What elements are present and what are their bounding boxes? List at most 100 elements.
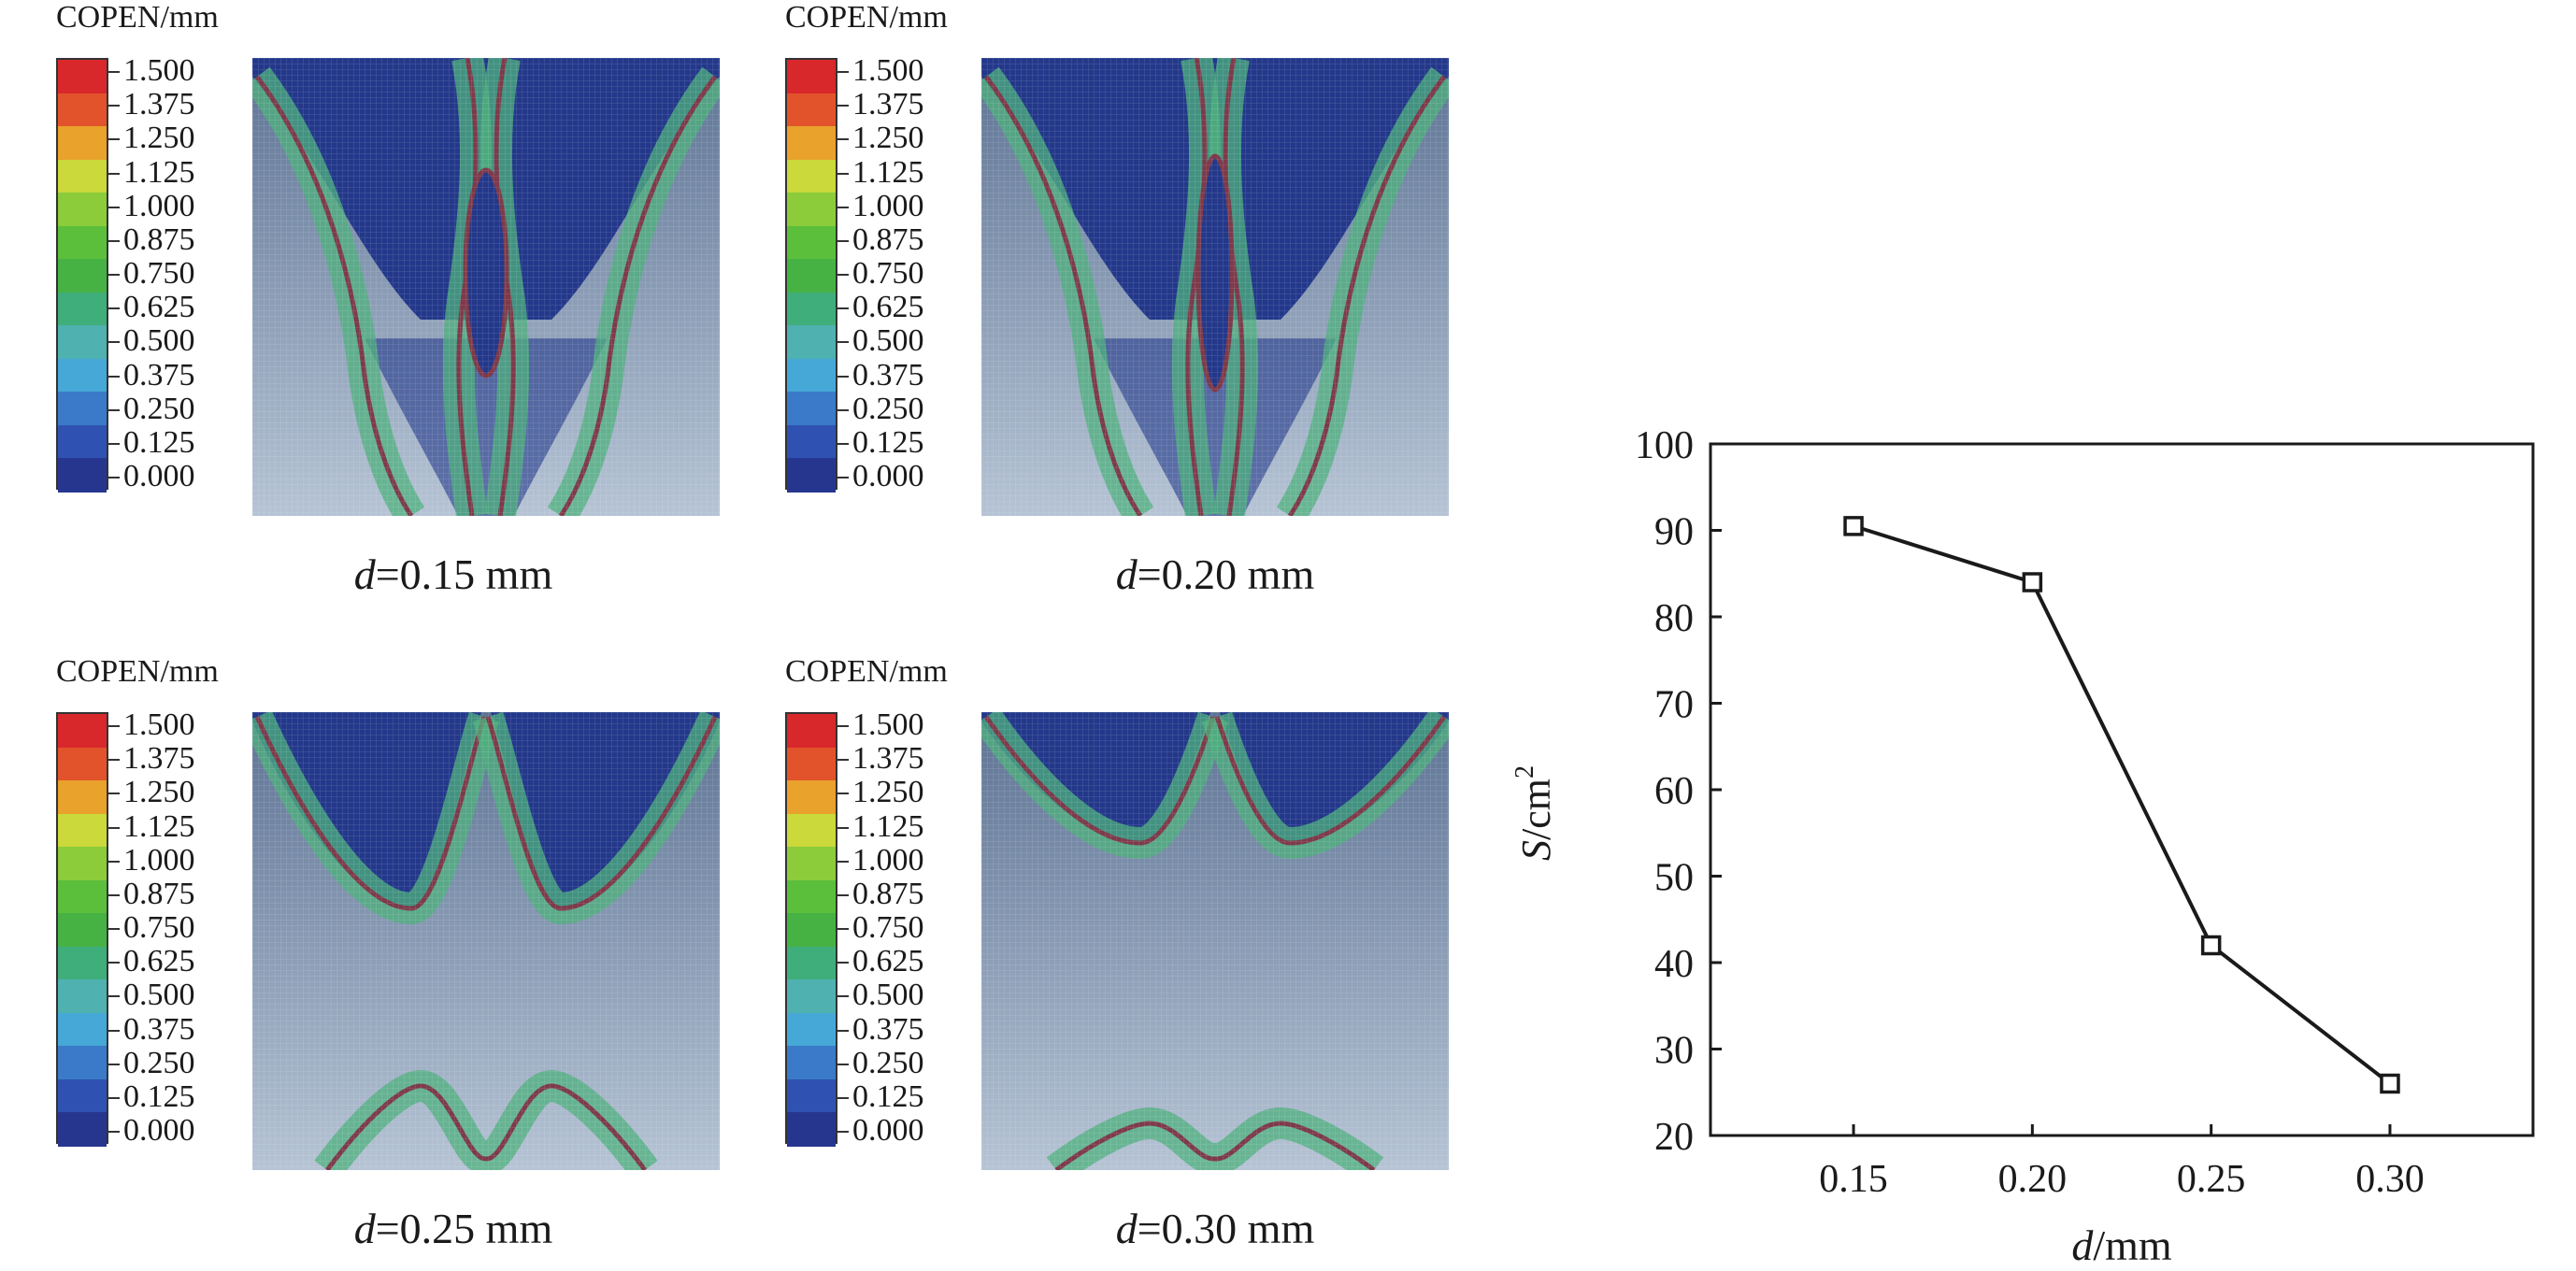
legend-tick	[837, 71, 849, 73]
legend-tick-label: 1.250	[852, 775, 924, 810]
legend-tick	[108, 138, 120, 141]
legend-tick	[108, 1063, 120, 1065]
legend-tick-label: 0.625	[123, 290, 195, 325]
legend-swatch	[58, 780, 107, 815]
legend-tick	[837, 1096, 849, 1099]
legend-tick	[108, 793, 120, 795]
legend-swatch	[58, 1012, 107, 1048]
legend-tick-label: 1.125	[123, 808, 195, 844]
legend-tick	[108, 71, 120, 73]
legend-tick	[108, 274, 120, 276]
y-tick-label: 90	[1654, 511, 1694, 554]
legend-tick-label: 0.750	[852, 910, 924, 945]
legend-swatch	[58, 714, 107, 749]
legend-swatch	[787, 879, 836, 915]
legend-tick-label: 1.500	[852, 707, 924, 742]
legend-swatch	[787, 458, 836, 493]
y-tick-label: 80	[1654, 597, 1694, 640]
legend-tick	[837, 442, 849, 445]
legend-tick	[108, 105, 120, 107]
mesh-grid	[252, 58, 720, 516]
legend-swatch	[787, 225, 836, 261]
legend-tick-label: 0.750	[123, 256, 195, 291]
legend-tick	[108, 239, 120, 242]
legend-tick	[108, 172, 120, 175]
legend-swatch	[58, 847, 107, 881]
y-tick-label: 30	[1654, 1030, 1694, 1073]
y-tick-label: 100	[1635, 424, 1694, 467]
x-tick-label: 0.25	[2177, 1158, 2246, 1201]
legend-tick-label: 0.000	[852, 1113, 924, 1148]
legend-tick	[108, 860, 120, 863]
legend-tick	[837, 138, 849, 141]
legend-tick	[108, 206, 120, 208]
mesh-grid	[981, 58, 1449, 516]
x-tick-label: 0.15	[1819, 1158, 1888, 1201]
y-tick-label: 20	[1654, 1116, 1694, 1159]
legend-tick-label: 0.125	[852, 424, 924, 460]
legend-tick-label: 0.750	[852, 256, 924, 291]
legend-swatch	[787, 714, 836, 749]
legend-tick	[837, 793, 849, 795]
legend-swatch	[58, 946, 107, 981]
y-axis-title: S/cm2	[1510, 765, 1559, 861]
legend-tick-label: 0.375	[123, 357, 195, 393]
legend-tick	[837, 239, 849, 242]
legend-swatch	[58, 1078, 107, 1114]
contour-panel-3: COPEN/mm 1.500 1.375 1.250 1.125 1.000 0.875 0…	[56, 654, 738, 1271]
legend-tick-label: 0.250	[852, 1045, 924, 1080]
legend-tick	[108, 442, 120, 445]
contour-plot	[252, 712, 720, 1170]
legend-tick	[837, 759, 849, 762]
legend-tick	[837, 962, 849, 964]
color-legend	[56, 58, 108, 493]
legend-swatch	[787, 392, 836, 426]
legend-title: COPEN/mm	[56, 0, 219, 35]
legend-tick	[837, 172, 849, 175]
legend-tick-label: 1.375	[852, 87, 924, 122]
legend-swatch	[58, 126, 107, 161]
legend-tick	[837, 826, 849, 829]
legend-swatch	[787, 747, 836, 782]
y-tick-label: 60	[1654, 770, 1694, 813]
legend-tick	[837, 477, 849, 478]
legend-swatch	[787, 847, 836, 881]
legend-tick-label: 0.875	[123, 876, 195, 911]
legend-swatch	[787, 1012, 836, 1048]
legend-tick-label: 0.000	[852, 459, 924, 493]
legend-swatch	[58, 93, 107, 128]
legend-tick	[837, 1063, 849, 1065]
legend-swatch	[787, 60, 836, 94]
legend-tick-label: 1.500	[852, 53, 924, 88]
y-tick-label: 70	[1654, 684, 1694, 727]
legend-tick	[837, 1131, 849, 1133]
legend-tick-label: 1.000	[852, 188, 924, 223]
legend-tick	[108, 826, 120, 829]
legend-swatch	[787, 325, 836, 360]
legend-swatch	[58, 1112, 107, 1147]
legend-tick	[837, 928, 849, 930]
legend-swatch	[58, 292, 107, 327]
legend-tick-label: 1.000	[123, 842, 195, 878]
legend-tick-label: 0.625	[852, 944, 924, 979]
legend-tick	[837, 725, 849, 727]
legend-swatch	[58, 259, 107, 293]
legend-swatch	[58, 392, 107, 426]
legend-swatch	[787, 813, 836, 849]
legend-swatch	[58, 747, 107, 782]
contour-panel-4: COPEN/mm 1.500 1.375 1.250 1.125 1.000 0.875 0…	[785, 654, 1467, 1271]
data-point	[1843, 516, 1864, 536]
legend-tick-label: 0.125	[123, 1078, 195, 1114]
legend-swatch	[58, 979, 107, 1014]
color-legend	[785, 712, 837, 1147]
legend-swatch	[787, 913, 836, 948]
legend-swatch	[787, 159, 836, 194]
legend-tick	[108, 408, 120, 411]
legend-swatch	[58, 1046, 107, 1080]
legend-tick-label: 1.250	[852, 121, 924, 156]
contour-panel-1: COPEN/mm 1.500 1.375 1.250 1.125 1.000 0.875 0…	[56, 0, 738, 654]
color-legend	[785, 58, 837, 493]
legend-swatch	[787, 780, 836, 815]
legend-tick-label: 0.125	[123, 424, 195, 460]
color-legend	[56, 712, 108, 1147]
